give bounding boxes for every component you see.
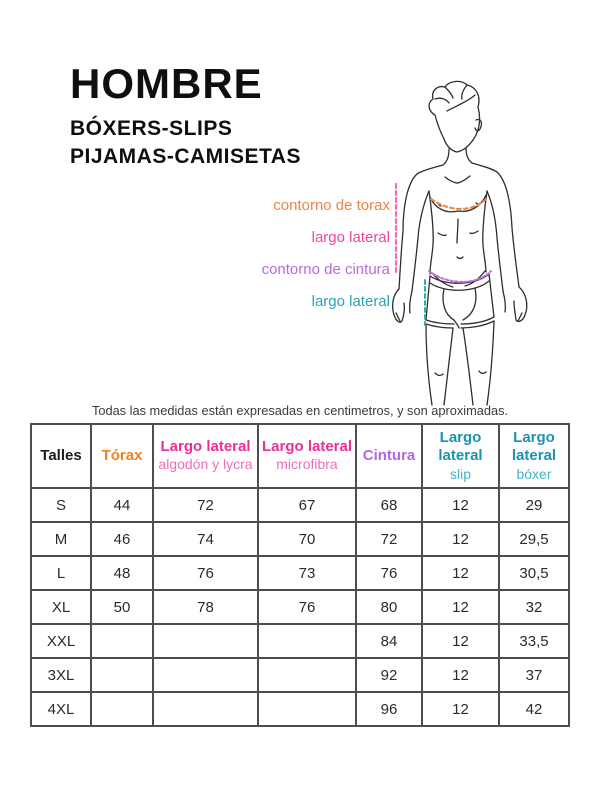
table-cell: 73 [257,555,357,592]
size-table-container: Talles Tórax Largo lateral algodón y lycra L… [30,422,570,728]
table-cell: 72 [355,521,423,558]
table-row-3XL: 3XL 92 12 37 [30,657,570,694]
table-cell: 70 [257,521,357,558]
column-header-label: Largo lateral [261,438,353,456]
column-header-2: Largo lateral algodón y lycra [152,422,259,490]
table-cell: 33,5 [498,623,570,660]
table-cell: 12 [421,555,500,592]
size-cell-3XL: 3XL [30,657,92,694]
column-header-sublabel: algodón y lycra [158,456,253,473]
column-header-5: Largo lateral slip [421,422,500,490]
table-cell: 12 [421,521,500,558]
column-header-sublabel: bóxer [516,465,552,482]
table-cell: 30,5 [498,555,570,592]
table-cell: 50 [90,589,154,626]
column-header-6: Largo lateral bóxer [498,422,570,490]
table-cell: 12 [421,487,500,524]
table-cell [257,657,357,694]
subtitle-pijamas-camisetas: PIJAMAS-CAMISETAS [70,145,301,168]
table-cell [152,657,259,694]
size-cell-S: S [30,487,92,524]
table-row-XL: XL 50 78 76 80 12 32 [30,589,570,626]
table-cell [257,691,357,728]
table-cell: 76 [152,555,259,592]
page-title: HOMBRE [70,60,263,107]
table-cell: 42 [498,691,570,728]
table-row-M: M 46 74 70 72 12 29,5 [30,521,570,558]
table-cell [152,691,259,728]
table-cell [90,657,154,694]
table-cell: 46 [90,521,154,558]
table-cell: 72 [152,487,259,524]
table-cell: 76 [257,589,357,626]
table-cell: 12 [421,589,500,626]
label-largo-lateral-pink: largo lateral [311,229,390,246]
table-cell: 68 [355,487,423,524]
table-row-S: S 44 72 67 68 12 29 [30,487,570,524]
size-cell-L: L [30,555,92,592]
column-header-sublabel: microfibra [276,456,338,473]
size-cell-XXL: XXL [30,623,92,660]
column-header-4: Cintura [355,422,423,490]
table-cell: 96 [355,691,423,728]
table-cell: 76 [355,555,423,592]
measurements-note: Todas las medidas están expresadas en ce… [91,403,509,418]
table-cell: 67 [257,487,357,524]
label-largo-lateral-teal: largo lateral [311,293,390,310]
table-cell: 12 [421,691,500,728]
table-body: S 44 72 67 68 12 29 M 46 74 70 72 12 29,5 L 48 76 73 76 12 3… [30,487,570,728]
table-cell: 84 [355,623,423,660]
table-cell: 48 [90,555,154,592]
size-cell-4XL: 4XL [30,691,92,728]
label-contorno-de-cintura: contorno de cintura [261,261,390,278]
male-figure-illustration [392,80,528,406]
table-cell: 12 [421,623,500,660]
column-header-label: Largo lateral [438,429,483,465]
column-header-label: Cintura [362,446,416,464]
table-cell: 12 [421,657,500,694]
table-cell [152,623,259,660]
table-cell: 29,5 [498,521,570,558]
table-cell: 44 [90,487,154,524]
table-cell: 32 [498,589,570,626]
column-header-label: Talles [40,446,82,464]
column-header-1: Tórax [90,422,154,490]
column-header-3: Largo lateral microfibra [257,422,357,490]
column-header-label: Tórax [101,446,143,464]
table-row-4XL: 4XL 96 12 42 [30,691,570,728]
torax-measure-line [430,196,489,210]
subtitle-boxers-slips: BÓXERS-SLIPS [70,117,233,140]
cintura-measure-line [428,270,492,283]
table-cell: 37 [498,657,570,694]
table-cell: 78 [152,589,259,626]
table-cell [257,623,357,660]
size-table: Talles Tórax Largo lateral algodón y lycra L… [30,422,570,728]
table-cell [90,691,154,728]
table-cell: 74 [152,521,259,558]
size-cell-XL: XL [30,589,92,626]
table-row-L: L 48 76 73 76 12 30,5 [30,555,570,592]
column-header-label: Largo lateral [511,429,557,465]
table-header-row: Talles Tórax Largo lateral algodón y lycra L… [30,422,570,490]
column-header-sublabel: slip [449,465,471,482]
table-cell: 80 [355,589,423,626]
table-row-XXL: XXL 84 12 33,5 [30,623,570,660]
column-header-label: Largo lateral [160,438,251,456]
table-cell: 29 [498,487,570,524]
size-cell-M: M [30,521,92,558]
table-cell [90,623,154,660]
label-contorno-de-torax: contorno de torax [273,197,390,214]
column-header-0: Talles [30,422,92,490]
table-cell: 92 [355,657,423,694]
